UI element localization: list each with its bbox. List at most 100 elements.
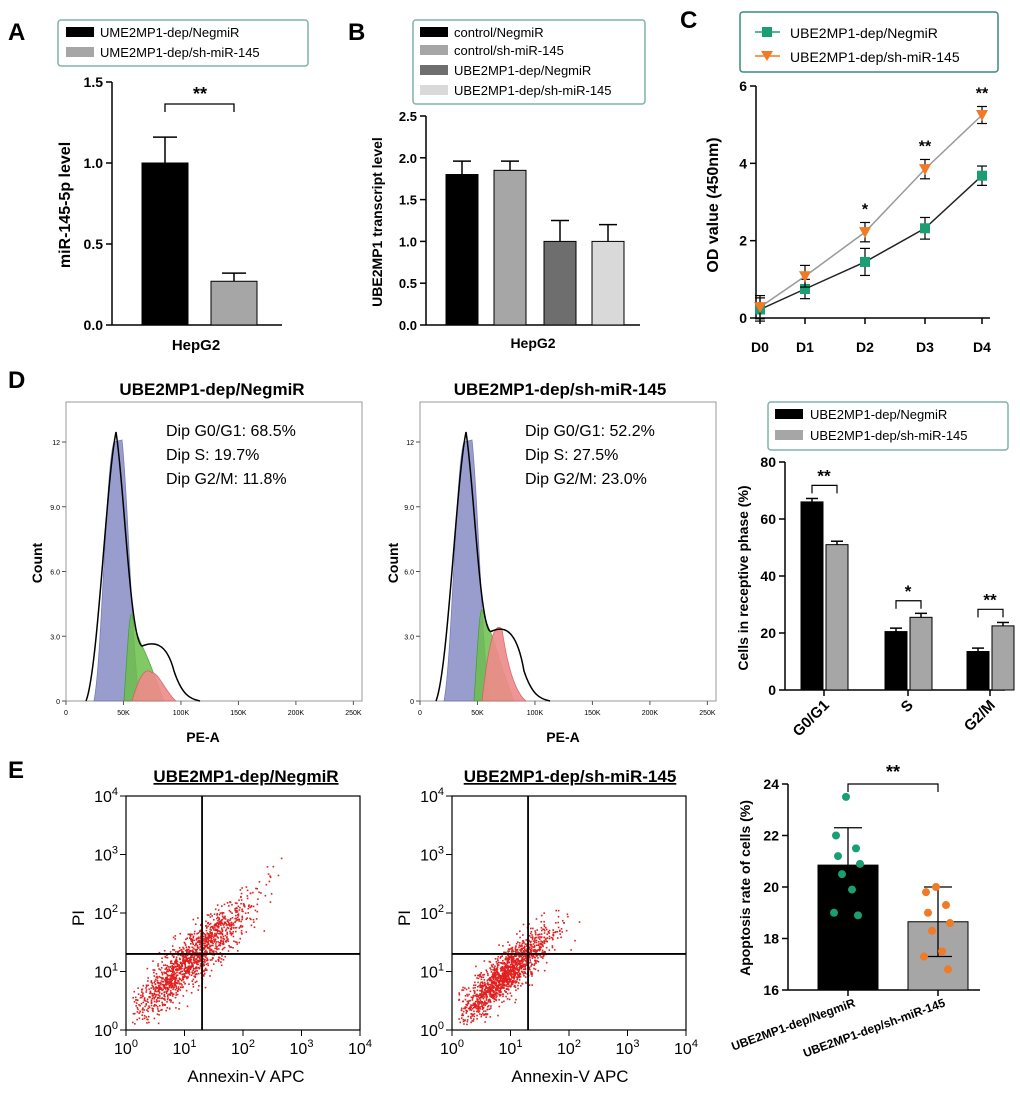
- event-dot: [482, 1014, 485, 1016]
- event-dot: [202, 931, 204, 934]
- event-dot: [170, 960, 173, 962]
- event-dot: [469, 999, 472, 1002]
- event-dot: [540, 956, 543, 958]
- event-dot: [458, 998, 461, 1001]
- data-point: [919, 164, 931, 176]
- event-dot: [185, 951, 188, 954]
- y-tick-label: 16: [763, 982, 779, 998]
- event-dot: [178, 958, 181, 960]
- event-dot: [166, 1006, 169, 1009]
- event-dot: [204, 986, 207, 989]
- event-dot: [560, 936, 562, 939]
- panel-label-a: A: [8, 19, 25, 46]
- event-dot: [514, 980, 517, 982]
- event-dot: [232, 946, 234, 949]
- event-dot: [534, 956, 536, 959]
- y-axis-label: OD value (450nm): [705, 137, 722, 272]
- event-dot: [200, 924, 202, 927]
- event-dot: [203, 955, 206, 957]
- event-dot: [196, 957, 199, 959]
- data-point: [832, 831, 840, 840]
- event-dot: [200, 939, 202, 942]
- event-dot: [174, 984, 177, 987]
- event-dot: [462, 1018, 465, 1021]
- event-dot: [546, 933, 549, 935]
- event-dot: [174, 965, 176, 968]
- event-dot: [161, 961, 163, 963]
- event-dot: [497, 1014, 499, 1017]
- event-dot: [155, 994, 157, 996]
- event-dot: [486, 1008, 489, 1011]
- event-dot: [512, 960, 514, 963]
- event-dot: [242, 910, 244, 913]
- event-dot: [469, 1009, 471, 1011]
- event-dot: [197, 932, 200, 934]
- event-dot: [478, 1010, 481, 1012]
- event-dot: [222, 912, 225, 914]
- event-dot: [200, 955, 202, 958]
- event-dot: [219, 952, 222, 954]
- event-dot: [176, 982, 179, 985]
- event-dot: [533, 956, 536, 959]
- event-dot: [479, 994, 482, 996]
- event-dot: [230, 924, 233, 927]
- event-dot: [481, 987, 484, 989]
- event-dot: [515, 948, 517, 951]
- event-dot: [517, 975, 520, 977]
- event-dot: [506, 992, 509, 995]
- event-dot: [518, 960, 521, 962]
- event-dot: [481, 1001, 484, 1004]
- event-dot: [215, 945, 217, 947]
- event-dot: [150, 999, 153, 1002]
- event-dot: [501, 955, 503, 957]
- event-dot: [483, 981, 486, 984]
- event-dot: [488, 998, 491, 1001]
- event-dot: [481, 1012, 484, 1015]
- event-dot: [142, 1001, 145, 1004]
- event-dot: [156, 993, 158, 996]
- event-dot: [466, 1019, 469, 1021]
- event-dot: [231, 912, 233, 914]
- legend-box: [57, 19, 309, 67]
- event-dot: [522, 968, 525, 971]
- event-dot: [510, 951, 513, 953]
- event-dot: [216, 936, 219, 938]
- event-dot: [501, 1001, 503, 1004]
- event-dot: [524, 972, 526, 975]
- event-dot: [499, 957, 502, 959]
- event-dot: [501, 969, 504, 972]
- event-dot: [238, 918, 241, 921]
- event-dot: [500, 967, 503, 970]
- event-dot: [503, 987, 505, 989]
- event-dot: [509, 973, 512, 975]
- event-dot: [212, 926, 214, 929]
- event-dot: [163, 995, 166, 998]
- event-dot: [189, 961, 192, 963]
- event-dot: [269, 876, 272, 879]
- event-dot: [207, 964, 209, 967]
- event-dot: [471, 1007, 474, 1010]
- event-dot: [152, 969, 155, 971]
- event-dot: [542, 955, 544, 958]
- event-dot: [217, 959, 220, 962]
- significance-label: *: [862, 201, 869, 218]
- event-dot: [236, 911, 239, 913]
- x-tick-label: D2: [856, 339, 874, 355]
- event-dot: [519, 975, 522, 978]
- event-dot: [494, 980, 496, 982]
- event-dot: [223, 917, 225, 920]
- event-dot: [162, 978, 164, 980]
- event-dot: [221, 913, 224, 915]
- event-dot: [209, 930, 211, 933]
- event-dot: [460, 1017, 463, 1019]
- event-dot: [526, 954, 528, 957]
- event-dot: [475, 965, 477, 968]
- legend-label: control/sh-miR-145: [454, 43, 564, 58]
- event-dot: [508, 965, 510, 968]
- y-tick-label: 9.0: [404, 505, 414, 512]
- event-dot: [214, 929, 217, 932]
- event-dot: [188, 937, 191, 939]
- event-dot: [206, 914, 209, 916]
- event-dot: [236, 943, 238, 945]
- event-dot: [474, 986, 476, 989]
